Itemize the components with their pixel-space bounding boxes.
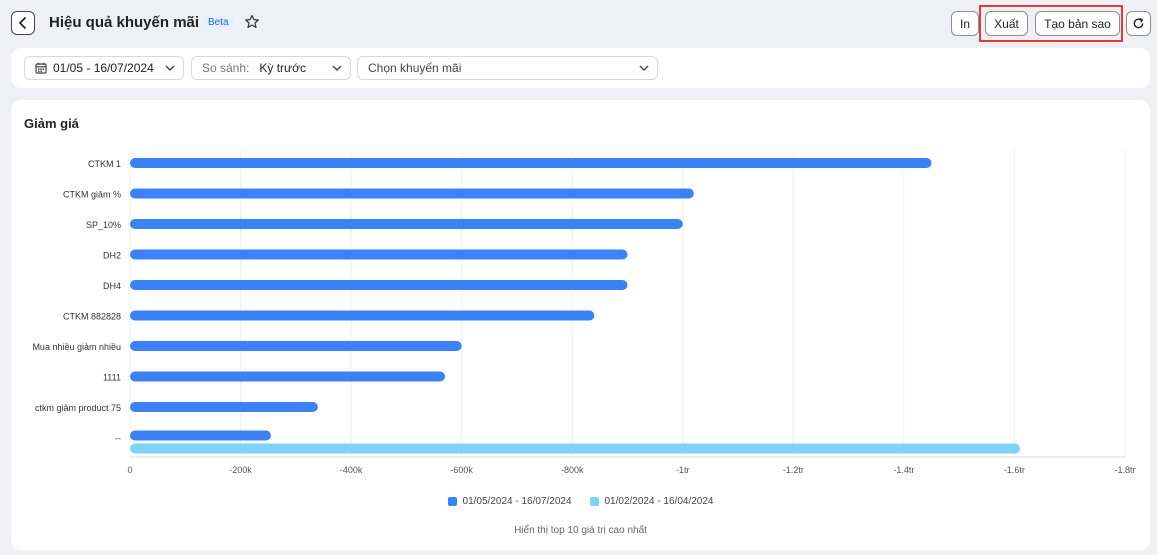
chevron-down-icon xyxy=(165,65,175,71)
y-tick-label: CTKM 1 xyxy=(88,159,121,169)
bar-previous[interactable] xyxy=(130,443,1020,454)
y-tick-label: SP_10% xyxy=(86,220,121,230)
export-button[interactable]: Xuất xyxy=(985,11,1028,36)
beta-badge: Beta xyxy=(203,15,234,30)
x-tick-label: 0 xyxy=(127,465,132,475)
y-tick-label: DH4 xyxy=(103,281,121,291)
legend-swatch-current xyxy=(447,497,457,506)
y-tick-label: CTKM 882828 xyxy=(63,312,121,322)
y-tick-label: 1111 xyxy=(103,373,121,383)
x-tick-label: -1.8tr xyxy=(1114,465,1135,475)
bar-current[interactable] xyxy=(130,188,694,199)
x-tick-label: -200k xyxy=(229,465,252,475)
x-tick-label: -1.2tr xyxy=(783,465,804,475)
legend-label-previous: 01/02/2024 - 16/04/2024 xyxy=(604,496,714,507)
filter-bar: 01/05 - 16/07/2024 So sánh: Kỳ trước Chọ… xyxy=(11,48,1150,88)
legend-item-current[interactable]: 01/05/2024 - 16/07/2024 xyxy=(447,496,572,507)
promotion-placeholder: Chọn khuyến mãi xyxy=(368,61,462,75)
bar-current[interactable] xyxy=(130,341,462,351)
x-tick-label: -600k xyxy=(450,465,473,475)
legend-item-previous[interactable]: 01/02/2024 - 16/04/2024 xyxy=(589,496,714,507)
bar-current[interactable] xyxy=(130,310,595,321)
x-tick-label: -400k xyxy=(340,465,363,475)
refresh-button[interactable] xyxy=(1126,11,1151,36)
refresh-icon xyxy=(1133,17,1144,29)
legend-swatch-previous xyxy=(589,497,599,506)
x-tick-label: -1.6tr xyxy=(1004,465,1025,475)
chart-title: Giảm giá xyxy=(24,116,79,131)
calendar-icon xyxy=(35,62,47,74)
print-button[interactable]: In xyxy=(951,11,979,36)
chevron-down-icon xyxy=(639,65,649,71)
x-tick-label: -1.4tr xyxy=(893,465,914,475)
chevron-down-icon xyxy=(332,65,342,71)
chart-legend: 01/05/2024 - 16/07/2024 01/02/2024 - 16/… xyxy=(11,496,1150,507)
back-button[interactable] xyxy=(11,11,35,35)
top-bar: Hiệu quả khuyến mãi Beta In Xuất Tạo bản… xyxy=(0,0,1157,48)
promotion-select[interactable]: Chọn khuyến mãi xyxy=(357,56,658,80)
bar-current[interactable] xyxy=(130,158,932,168)
bar-current[interactable] xyxy=(130,371,446,382)
compare-select[interactable]: So sánh: Kỳ trước xyxy=(191,56,351,80)
bar-current[interactable] xyxy=(130,430,271,441)
discount-bar-chart: 0 -200k -400k -600k -800k -1tr -1.2tr -1.4tr -1.… xyxy=(32,150,1136,475)
copy-button[interactable]: Tạo bản sao xyxy=(1035,11,1120,36)
bar-current[interactable] xyxy=(130,280,628,290)
y-tick-label: DH2 xyxy=(103,251,121,261)
compare-value: Kỳ trước xyxy=(259,61,306,75)
y-tick-label: ctkm giảm product 75 xyxy=(35,403,121,413)
bar-current[interactable] xyxy=(130,402,318,412)
bar-current[interactable] xyxy=(130,249,628,260)
date-range-value: 01/05 - 16/07/2024 xyxy=(53,61,154,75)
page-title: Hiệu quả khuyến mãi xyxy=(49,14,200,31)
y-tick-label: -- xyxy=(115,434,121,444)
star-icon[interactable] xyxy=(244,14,260,30)
chart-card: Giảm giá 0 -200k -400k -600k -800k -1tr -1.2tr… xyxy=(11,100,1150,550)
chart-footnote: Hiển thị top 10 giá trị cao nhất xyxy=(514,525,647,536)
compare-label: So sánh: xyxy=(202,61,250,75)
y-tick-label: CTKM giảm % xyxy=(63,190,121,200)
chevron-left-icon xyxy=(19,17,26,29)
date-range-picker[interactable]: 01/05 - 16/07/2024 xyxy=(24,56,184,80)
bar-current[interactable] xyxy=(130,219,683,229)
legend-label-current: 01/05/2024 - 16/07/2024 xyxy=(462,496,572,507)
x-tick-label: -1tr xyxy=(676,465,690,475)
y-tick-label: Mua nhiều giảm nhiều xyxy=(32,342,121,352)
x-tick-label: -800k xyxy=(561,465,584,475)
